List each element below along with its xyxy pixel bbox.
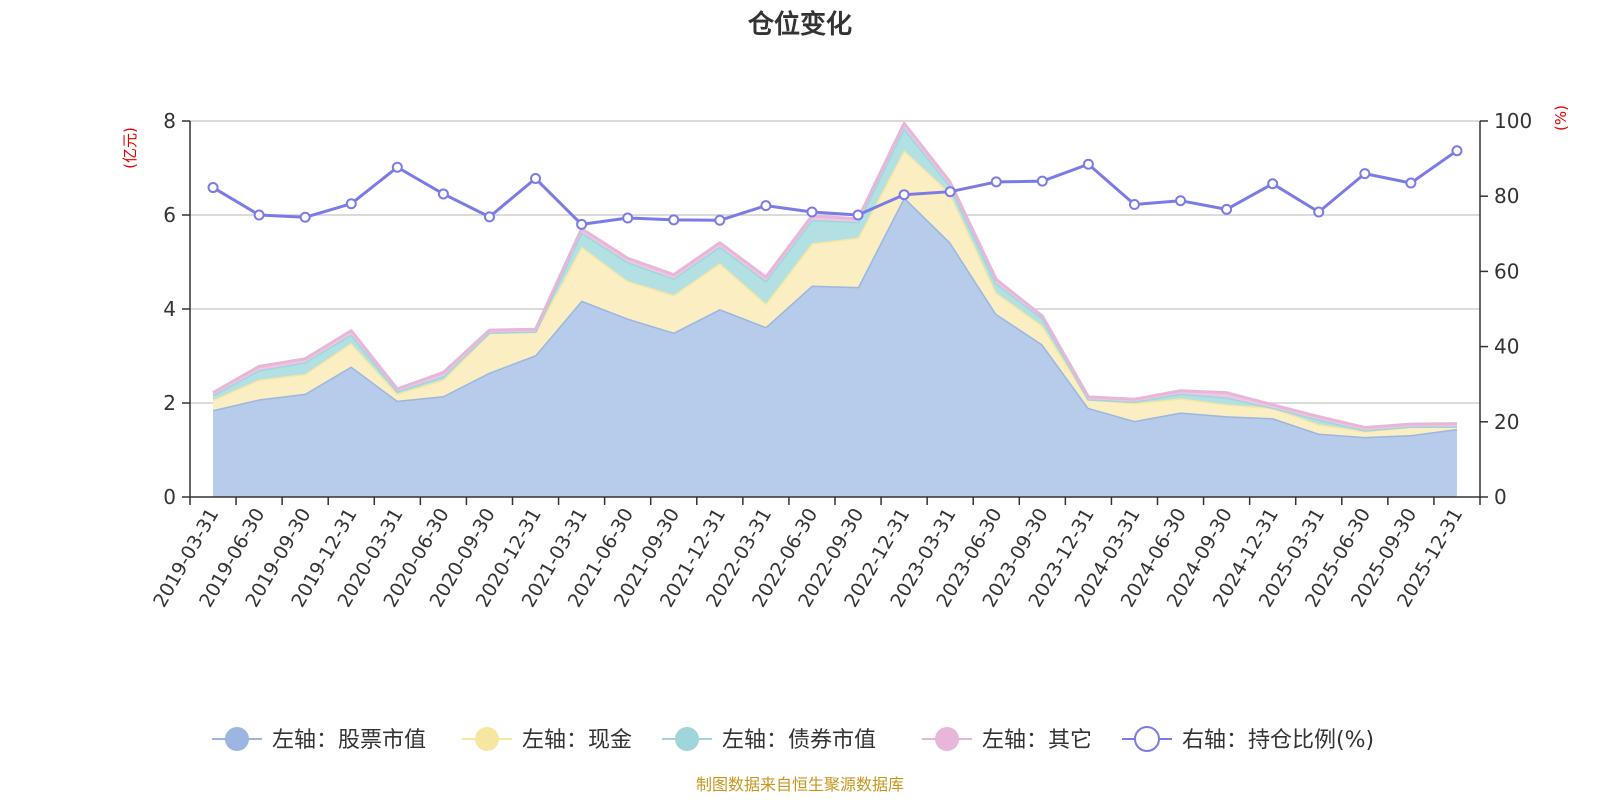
legend-item-0: 左轴：股票市值 [212,727,426,753]
legend-label: 左轴：现金 [522,728,632,753]
left-tick-label: 0 [163,485,176,509]
ratio-point [668,214,680,226]
legend-item-1: 左轴：现金 [462,727,632,753]
legend-marker [225,727,249,751]
legend-item-4: 右轴：持仓比例(%) [1122,726,1374,753]
left-axis-unit: (亿元) [121,127,139,169]
ratio-point [806,206,818,218]
ratio-point [1082,158,1094,170]
source-note: 制图数据来自恒生聚源数据库 [696,775,904,794]
legend-label: 左轴：债券市值 [722,728,876,753]
legend-label: 左轴：股票市值 [272,728,426,753]
ratio-point [944,186,956,198]
ratio-polyline [212,149,1458,226]
ratio-point [1267,178,1279,190]
legend-label: 右轴：持仓比例(%) [1182,728,1374,753]
legend-item-3: 左轴：其它 [922,727,1092,753]
right-tick-label: 20 [1494,410,1519,434]
ratio-point [207,182,219,194]
ratio-point [1451,145,1463,157]
ratio-point [714,214,726,226]
left-tick-label: 4 [163,297,176,321]
area-series-0 [213,197,1457,497]
ratio-point [1036,175,1048,187]
right-tick-label: 100 [1494,109,1532,133]
left-tick-label: 2 [163,391,176,415]
left-tick-label: 8 [163,109,176,133]
stacked-areas [212,121,1458,497]
ratio-point [576,218,588,230]
ratio-point [852,209,864,221]
right-tick-label: 0 [1494,485,1507,509]
ratio-point [990,176,1002,188]
legend-marker [1134,726,1160,752]
ratio-point [622,212,634,224]
ratio-point [1175,195,1187,207]
ratio-point [483,211,495,223]
legend-item-2: 左轴：债券市值 [662,727,876,753]
ratio-point [345,198,357,210]
ratio-point [391,161,403,173]
ratio-point [437,188,449,200]
area-line-series-3 [212,121,1457,429]
right-tick-label: 40 [1494,335,1519,359]
ratio-point [898,189,910,201]
ratio-point [1128,198,1140,210]
ratio-point [530,173,542,185]
holding-ratio-line [207,145,1463,230]
ratio-point [1359,168,1371,180]
ratio-point [760,200,772,212]
ratio-point [1313,206,1325,218]
legend-label: 左轴：其它 [982,728,1092,753]
ratio-point [299,211,311,223]
legend-marker [675,727,699,751]
left-tick-label: 6 [163,203,176,227]
chart-title: 仓位变化 [747,9,852,40]
legend: 左轴：股票市值 左轴：现金 左轴：债券市值 左轴：其它 右轴：持仓比例(%) [212,726,1374,753]
legend-marker [475,727,499,751]
right-tick-label: 60 [1494,259,1519,283]
ratio-point [1405,177,1417,189]
right-tick-label: 80 [1494,184,1519,208]
ratio-point [1221,203,1233,215]
right-axis-unit: (%) [1552,105,1570,131]
legend-marker [935,727,959,751]
ratio-point [253,209,265,221]
